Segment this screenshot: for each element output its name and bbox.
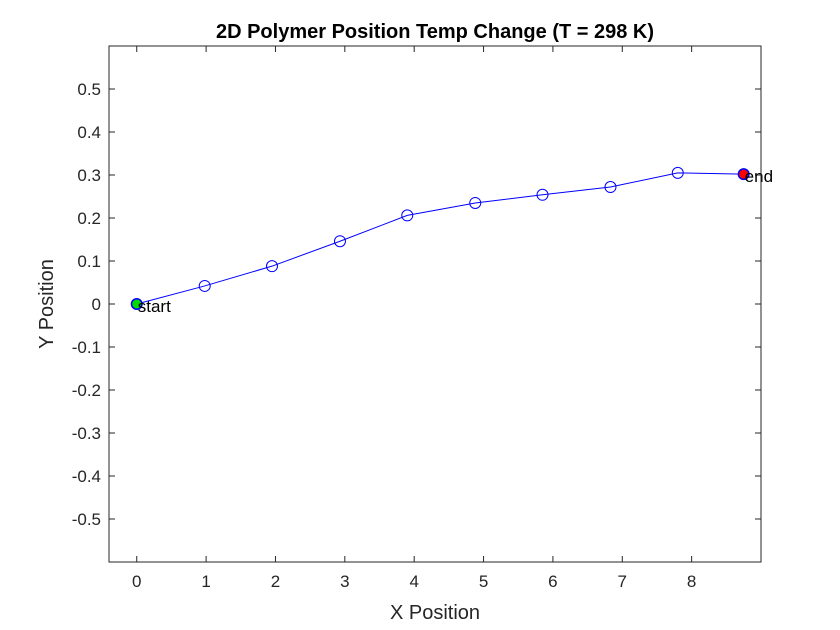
y-tick-label: -0.3 xyxy=(72,424,101,443)
start-marker xyxy=(131,298,143,310)
data-point xyxy=(536,188,549,201)
data-point xyxy=(401,209,414,222)
x-tick-label: 1 xyxy=(201,572,210,591)
y-axis-label: Y Position xyxy=(36,259,58,349)
y-axis-ticks: -0.5 -0.4 -0.3 -0.2 -0.1 0 0.1 0.2 0.3 0.4 0.5 xyxy=(72,80,761,529)
x-axis-ticks: 0 1 2 3 4 5 6 7 8 xyxy=(132,46,696,591)
y-tick-label: -0.5 xyxy=(72,510,101,529)
end-marker xyxy=(738,168,750,180)
y-tick-label: 0.2 xyxy=(77,209,101,228)
series-line xyxy=(136,172,744,305)
x-tick-label: 0 xyxy=(132,572,141,591)
data-point xyxy=(333,235,346,248)
plot-frame xyxy=(108,45,762,563)
chart-title: 2D Polymer Position Temp Change (T = 298… xyxy=(216,21,654,43)
endpoint-markers: start end xyxy=(131,167,773,316)
y-tick-label: -0.1 xyxy=(72,338,101,357)
end-label: end xyxy=(745,167,773,186)
x-tick-label: 6 xyxy=(548,572,557,591)
y-tick-label: 0.1 xyxy=(77,252,101,271)
x-axis-label: X Position xyxy=(390,602,480,624)
y-tick-label: -0.2 xyxy=(72,381,101,400)
x-tick-label: 3 xyxy=(340,572,349,591)
start-label: start xyxy=(138,297,171,316)
x-tick-label: 2 xyxy=(271,572,280,591)
y-tick-label: 0.3 xyxy=(77,166,101,185)
data-point xyxy=(604,181,617,194)
y-tick-label: 0 xyxy=(92,295,101,314)
x-tick-label: 7 xyxy=(618,572,627,591)
y-tick-label: 0.5 xyxy=(77,80,101,99)
plot-area xyxy=(109,46,761,562)
x-tick-label: 5 xyxy=(479,572,488,591)
data-point xyxy=(469,196,482,209)
x-tick-label: 4 xyxy=(409,572,418,591)
y-tick-label: 0.4 xyxy=(77,123,101,142)
data-point xyxy=(671,166,684,179)
x-tick-label: 8 xyxy=(687,572,696,591)
y-tick-label: -0.4 xyxy=(72,467,101,486)
data-point xyxy=(198,279,211,292)
data-point xyxy=(266,260,278,273)
